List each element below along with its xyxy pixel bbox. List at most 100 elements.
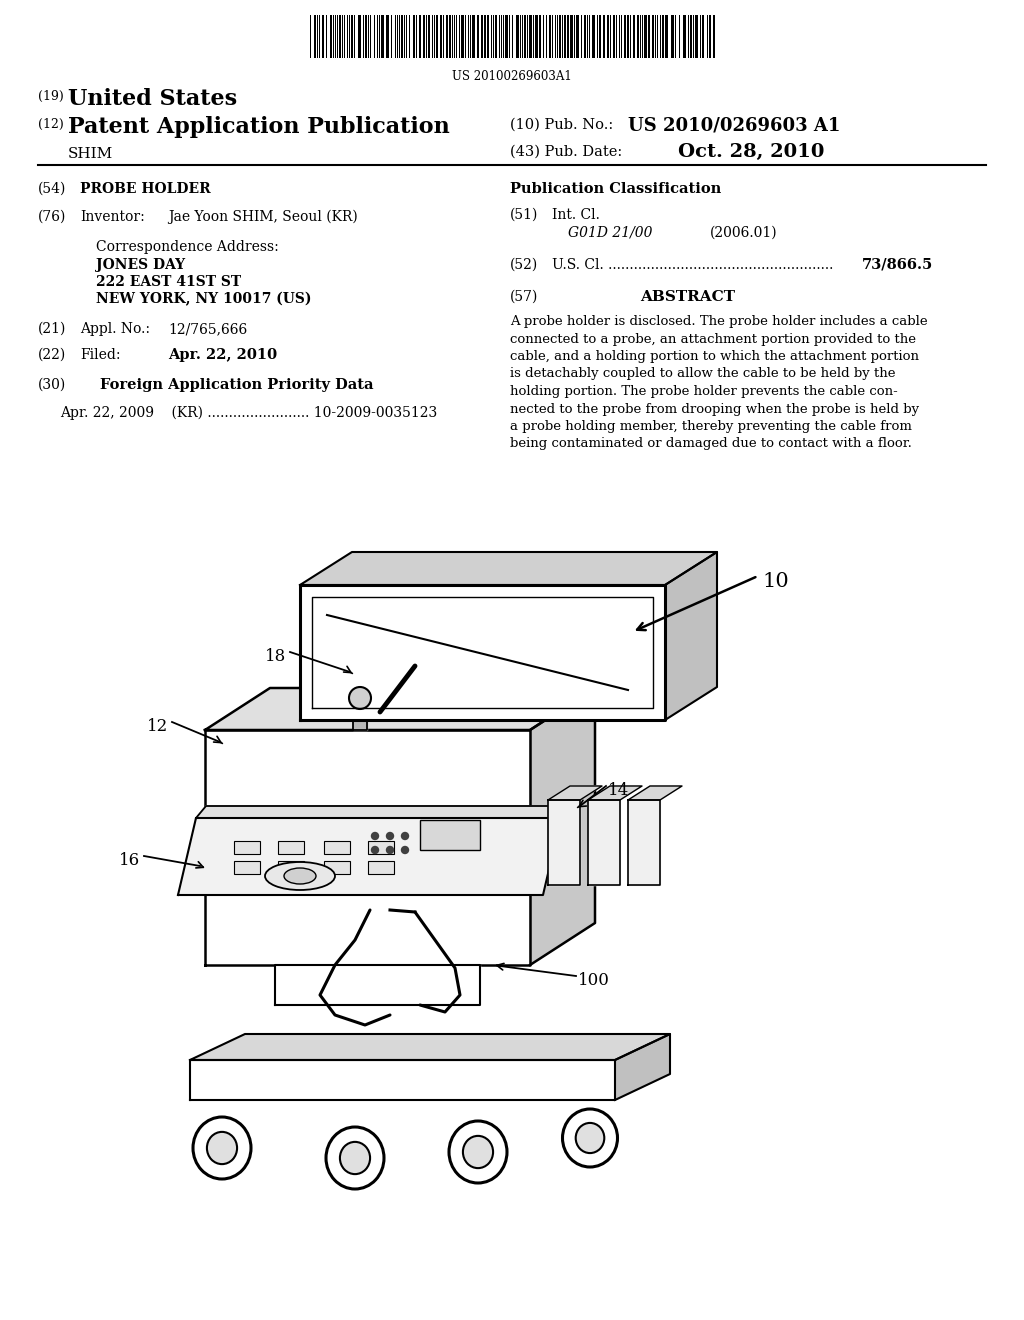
Text: Filed:: Filed: [80, 348, 121, 362]
Text: A probe holder is disclosed. The probe holder includes a cable: A probe holder is disclosed. The probe h… [510, 315, 928, 327]
Bar [613, 15, 615, 58]
Bar [419, 15, 421, 58]
Text: 18: 18 [265, 648, 286, 665]
Text: (43) Pub. Date:: (43) Pub. Date: [510, 145, 623, 158]
Text: Int. Cl.: Int. Cl. [552, 209, 600, 222]
Text: (51): (51) [510, 209, 539, 222]
Polygon shape [628, 785, 682, 800]
Text: Patent Application Publication: Patent Application Publication [68, 116, 450, 139]
Bar [702, 15, 705, 58]
Bar [487, 15, 489, 58]
Text: (57): (57) [510, 290, 539, 304]
Bar [440, 15, 442, 58]
Polygon shape [300, 552, 717, 585]
Bar [324, 841, 350, 854]
Bar [690, 15, 692, 58]
Text: 222 EAST 41ST ST: 222 EAST 41ST ST [96, 275, 241, 289]
Circle shape [386, 833, 393, 840]
Bar [481, 15, 483, 58]
Polygon shape [665, 552, 717, 719]
Text: (76): (76) [38, 210, 67, 224]
Text: 73/866.5: 73/866.5 [862, 257, 933, 272]
Bar [516, 15, 519, 58]
Text: (22): (22) [38, 348, 67, 362]
Bar [401, 15, 403, 58]
Ellipse shape [284, 869, 316, 884]
Bar [637, 15, 639, 58]
Text: Jae Yoon SHIM, Seoul (KR): Jae Yoon SHIM, Seoul (KR) [168, 210, 357, 224]
Text: Correspondence Address:: Correspondence Address: [96, 240, 279, 253]
Text: Publication Classification: Publication Classification [510, 182, 721, 195]
Bar [570, 15, 573, 58]
Polygon shape [530, 688, 595, 965]
Circle shape [401, 833, 409, 840]
Ellipse shape [265, 862, 335, 890]
Bar [644, 15, 647, 58]
Text: SHIM: SHIM [68, 147, 114, 161]
Polygon shape [548, 785, 602, 800]
Bar [330, 15, 332, 58]
Bar [449, 15, 451, 58]
Text: (12): (12) [38, 117, 63, 131]
Text: 14: 14 [608, 781, 630, 799]
Bar [607, 15, 609, 58]
Text: (52): (52) [510, 257, 539, 272]
Circle shape [386, 846, 393, 854]
Polygon shape [588, 785, 642, 800]
Text: (10) Pub. No.:: (10) Pub. No.: [510, 117, 613, 132]
Bar [278, 861, 304, 874]
Polygon shape [300, 585, 665, 719]
Text: (30): (30) [38, 378, 67, 392]
Text: U.S. Cl. .....................................................: U.S. Cl. ...............................… [552, 257, 834, 272]
Text: Oct. 28, 2010: Oct. 28, 2010 [678, 143, 824, 161]
Bar [314, 15, 316, 58]
Text: United States: United States [68, 88, 238, 110]
Bar [413, 15, 415, 58]
Text: (21): (21) [38, 322, 67, 337]
Text: ABSTRACT: ABSTRACT [640, 290, 735, 304]
Ellipse shape [463, 1137, 494, 1168]
Bar [648, 15, 650, 58]
Text: 10: 10 [762, 572, 788, 591]
Bar [358, 15, 361, 58]
Polygon shape [615, 1034, 670, 1100]
Text: is detachably coupled to allow the cable to be held by the: is detachably coupled to allow the cable… [510, 367, 896, 380]
Polygon shape [588, 800, 620, 884]
Bar [575, 15, 579, 58]
Text: a probe holding member, thereby preventing the cable from: a probe holding member, thereby preventi… [510, 420, 912, 433]
Circle shape [401, 846, 409, 854]
Bar [428, 15, 430, 58]
Text: PROBE HOLDER: PROBE HOLDER [80, 182, 211, 195]
Polygon shape [196, 807, 571, 818]
Bar [539, 15, 541, 58]
Ellipse shape [562, 1109, 617, 1167]
Bar [564, 15, 566, 58]
Polygon shape [190, 1060, 615, 1100]
Text: US 20100269603A1: US 20100269603A1 [453, 70, 571, 83]
Bar [559, 15, 561, 58]
Bar [627, 15, 629, 58]
Circle shape [349, 686, 371, 709]
Bar [592, 15, 595, 58]
Ellipse shape [340, 1142, 370, 1173]
Bar [524, 15, 526, 58]
Bar [495, 15, 497, 58]
Bar [423, 15, 425, 58]
Bar [567, 15, 569, 58]
Bar [652, 15, 654, 58]
Bar [365, 15, 367, 58]
Text: 12: 12 [146, 718, 168, 735]
Bar [662, 15, 664, 58]
Bar [599, 15, 601, 58]
Bar [505, 15, 508, 58]
Text: being contaminated or damaged due to contact with a floor.: being contaminated or damaged due to con… [510, 437, 912, 450]
Circle shape [372, 846, 379, 854]
Bar [436, 15, 438, 58]
Ellipse shape [575, 1123, 604, 1154]
Text: Foreign Application Priority Data: Foreign Application Priority Data [100, 378, 374, 392]
Text: Apr. 22, 2010: Apr. 22, 2010 [168, 348, 278, 362]
Text: (19): (19) [38, 90, 63, 103]
Bar [584, 15, 586, 58]
Bar [446, 15, 449, 58]
Text: G01D 21/00: G01D 21/00 [568, 226, 652, 240]
